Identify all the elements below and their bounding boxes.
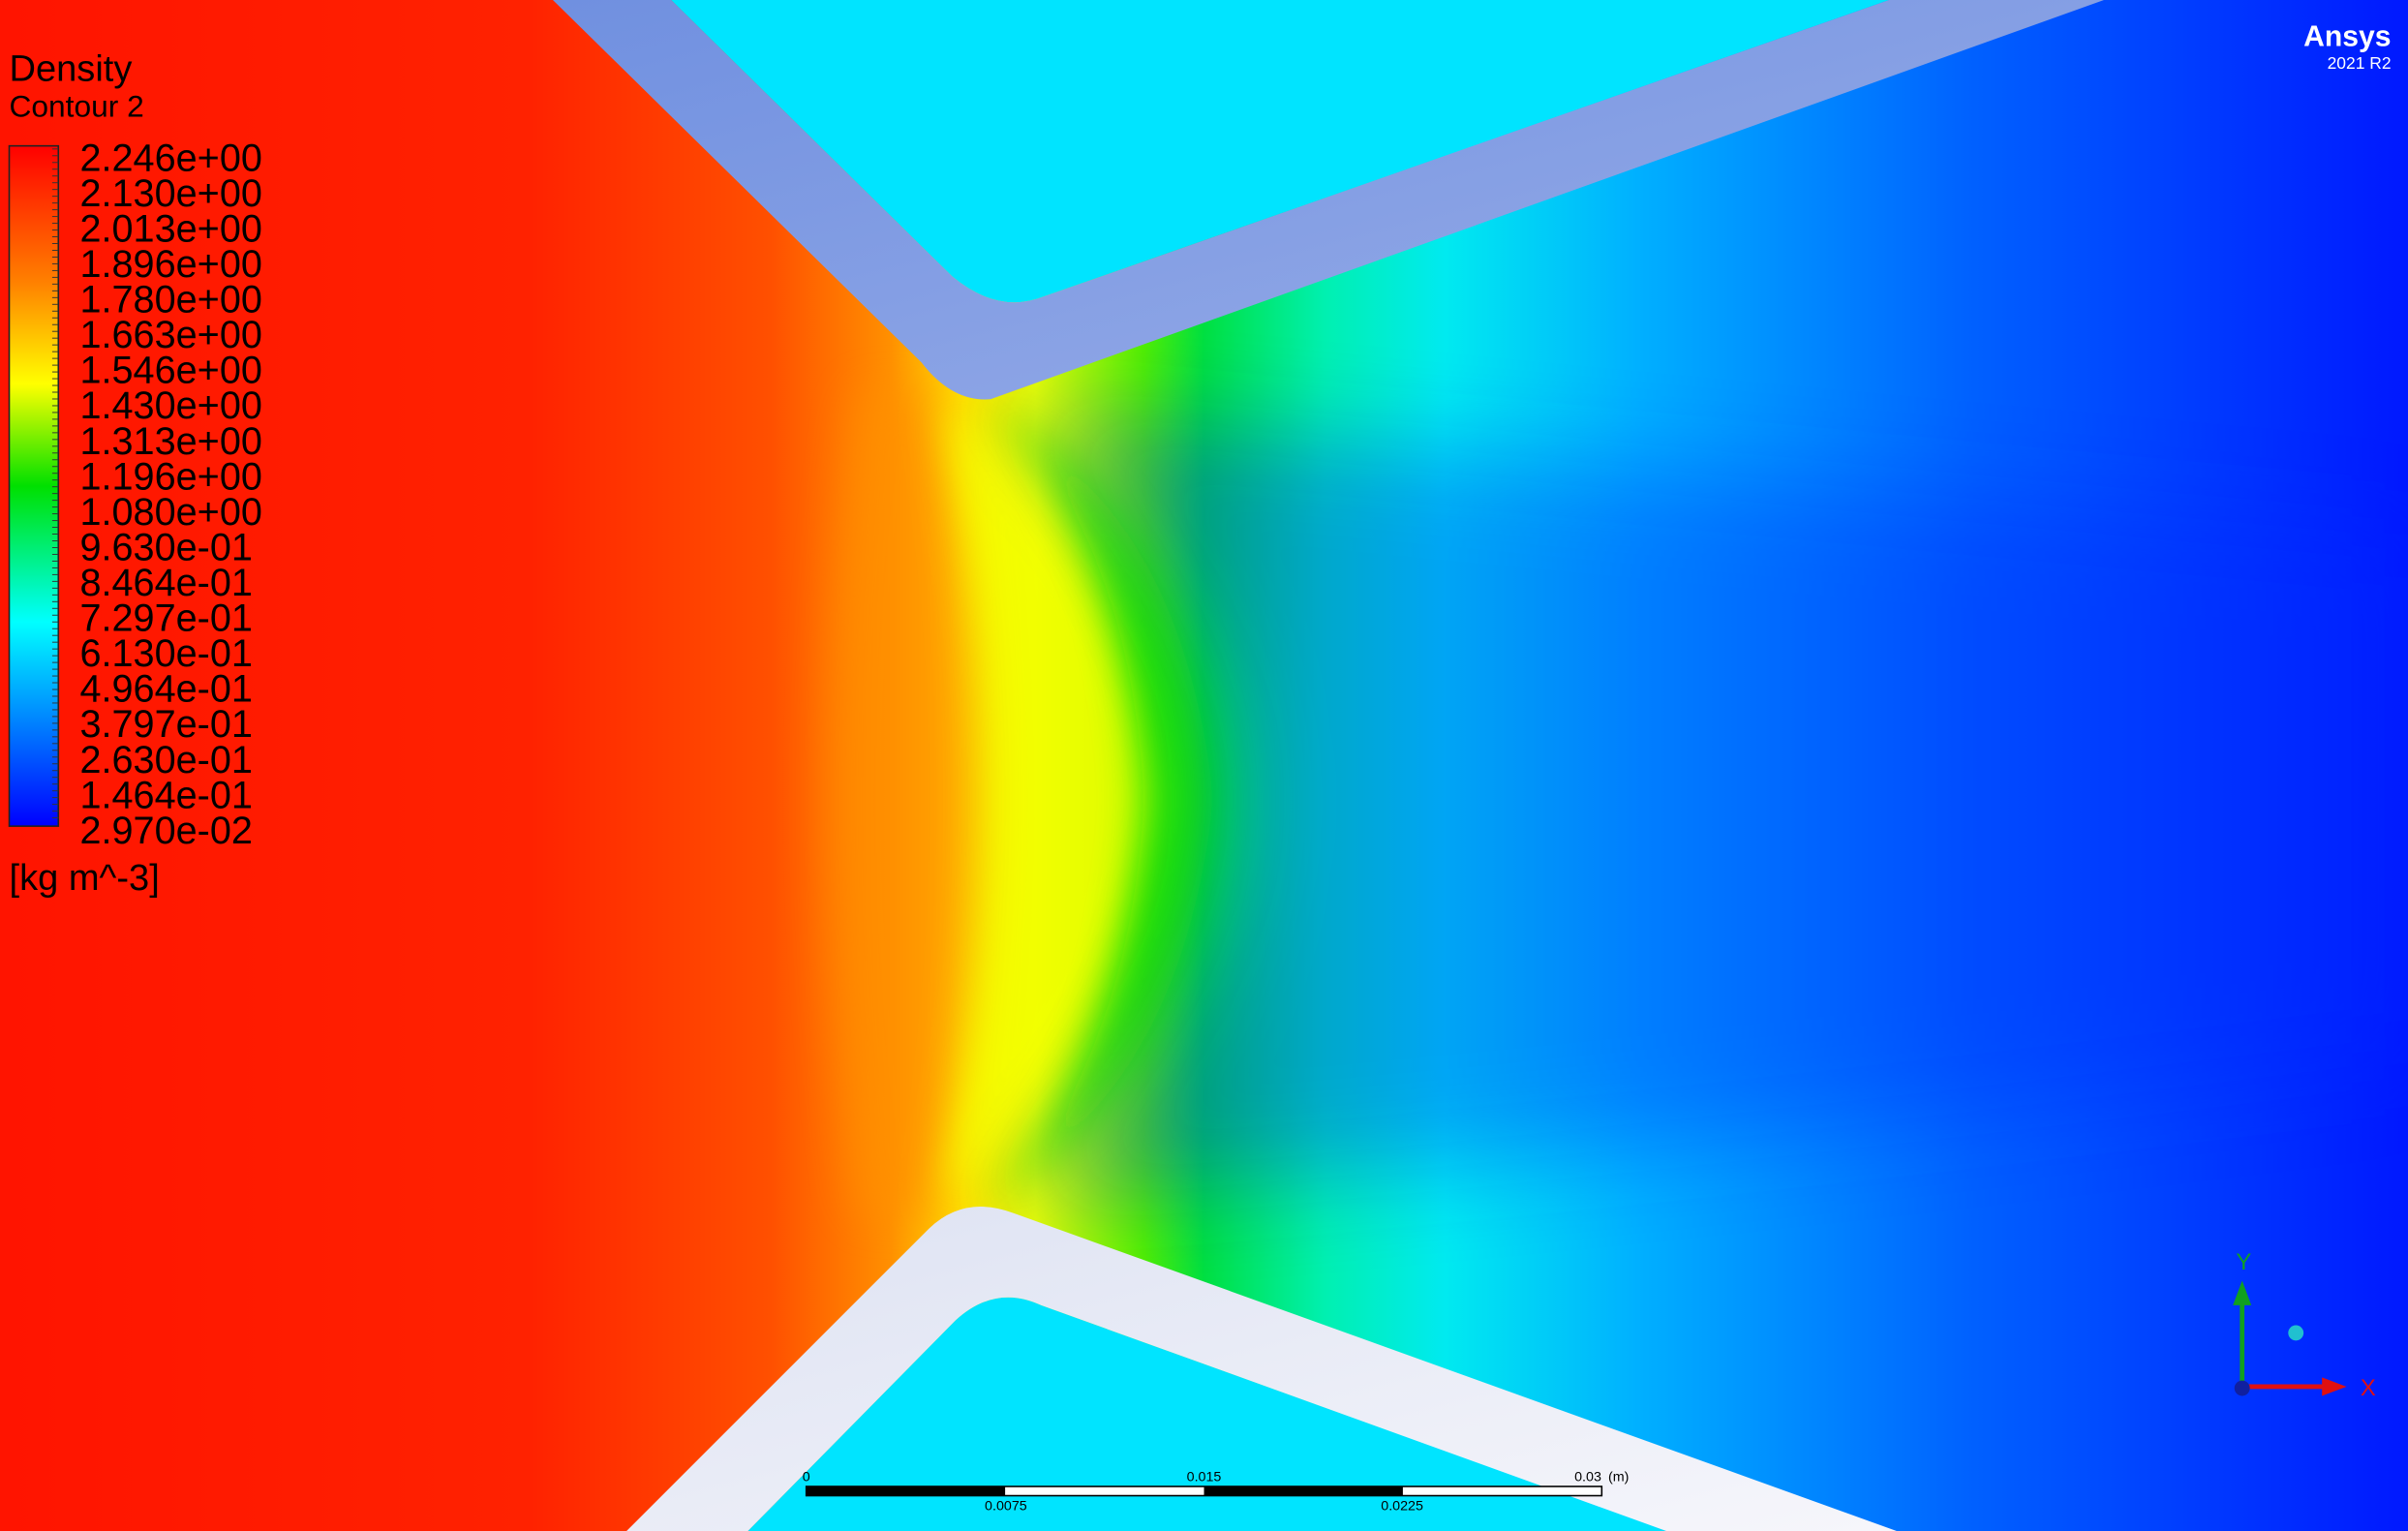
z-axis-dot <box>2234 1380 2250 1396</box>
legend-label: 1.663e+00 <box>79 314 261 356</box>
axes-triad <box>2233 1280 2347 1396</box>
scale-unit: (m) <box>1608 1469 1629 1485</box>
scale-bar-segment <box>1204 1486 1403 1496</box>
scale-label: 0.03 <box>1574 1469 1601 1485</box>
sonic-zone <box>939 396 1168 1210</box>
legend-label: 2.970e-02 <box>79 810 252 852</box>
x-axis-label: X <box>2361 1375 2376 1401</box>
scale-bar-segment <box>806 1486 1006 1496</box>
legend-label: 1.896e+00 <box>79 243 261 286</box>
color-bar-ticks <box>51 148 59 819</box>
legend-label: 9.630e-01 <box>79 526 252 568</box>
legend-labels: 2.246e+002.130e+002.013e+001.896e+001.78… <box>79 137 261 852</box>
legend-label: 2.630e-01 <box>79 739 252 781</box>
scale-label: 0.0075 <box>985 1499 1027 1515</box>
color-bar <box>8 144 60 827</box>
legend-label: 2.246e+00 <box>79 137 261 179</box>
upper-solid <box>671 0 1889 303</box>
scale-label: 0.0225 <box>1381 1499 1423 1515</box>
version: 2021 R2 <box>2328 53 2392 73</box>
scale-label: 0 <box>803 1469 810 1485</box>
legend-label: 6.130e-01 <box>79 632 252 675</box>
upper-wall <box>552 0 2104 400</box>
brand: Ansys <box>2303 21 2391 53</box>
legend-subtitle: Contour 2 <box>10 88 144 123</box>
legend-label: 1.464e-01 <box>79 774 252 816</box>
scale-label: 0.015 <box>1187 1469 1222 1485</box>
scale-bar <box>805 1485 1603 1497</box>
legend-title: Density <box>10 48 133 89</box>
legend-label: 1.080e+00 <box>79 491 261 534</box>
x-arrow-head <box>2322 1377 2347 1396</box>
y-arrow-head <box>2233 1280 2252 1305</box>
legend-unit: [kg m^-3] <box>10 858 160 899</box>
view-sphere <box>2288 1325 2304 1341</box>
legend-label: 7.297e-01 <box>79 597 252 640</box>
legend-label: 8.464e-01 <box>79 562 252 604</box>
legend-label: 1.196e+00 <box>79 455 261 498</box>
legend-label: 2.013e+00 <box>79 207 261 250</box>
legend-label: 4.964e-01 <box>79 668 252 711</box>
legend-label: 1.430e+00 <box>79 384 261 427</box>
legend-label: 1.780e+00 <box>79 279 261 322</box>
legend-label: 2.130e+00 <box>79 172 261 215</box>
legend-label: 1.546e+00 <box>79 350 261 392</box>
expansion-zone <box>829 391 1006 1213</box>
lower-wall <box>626 1207 1897 1531</box>
legend-label: 1.313e+00 <box>79 420 261 463</box>
shock-front <box>983 402 1214 1206</box>
legend-label: 3.797e-01 <box>79 703 252 746</box>
core-jet <box>1013 407 2408 1202</box>
y-axis-label: Y <box>2236 1249 2251 1275</box>
lower-solid <box>747 1297 1666 1531</box>
